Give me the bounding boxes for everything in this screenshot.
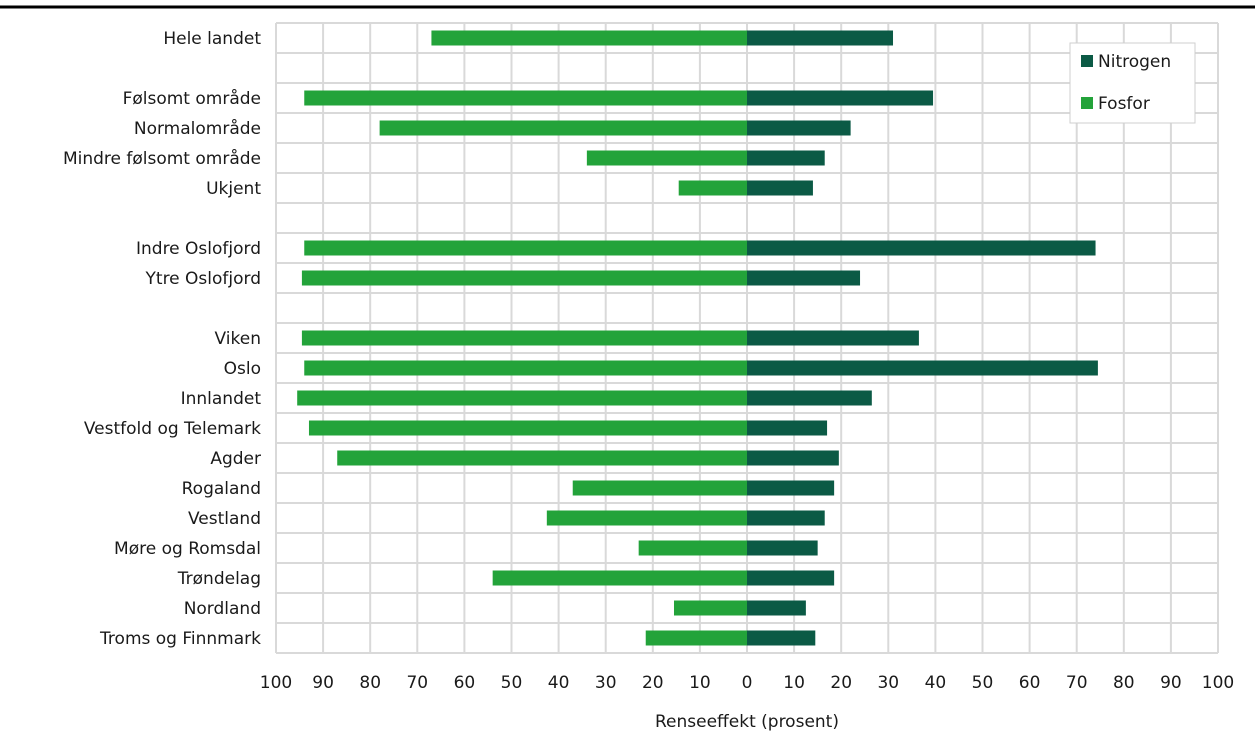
category-label: Ytre Oslofjord: [145, 269, 261, 289]
x-tick-label: 60: [454, 673, 476, 693]
x-tick-label: 0: [742, 673, 753, 693]
x-tick-label: 100: [1202, 673, 1234, 693]
x-tick-label: 10: [783, 673, 805, 693]
fosfor-bar: [379, 120, 747, 136]
category-label: Rogaland: [182, 479, 261, 499]
category-label: Vestland: [188, 509, 261, 529]
category-label: Vestfold og Telemark: [84, 419, 261, 439]
category-label: Følsomt område: [123, 88, 261, 109]
fosfor-bar: [638, 540, 747, 556]
x-tick-label: 40: [925, 673, 947, 693]
x-tick-label: 100: [260, 673, 292, 693]
nitrogen-bar: [747, 540, 818, 556]
fosfor-bar: [586, 150, 747, 166]
fosfor-bar: [546, 510, 747, 526]
category-label: Troms og Finnmark: [99, 629, 261, 649]
legend-label-fosfor: Fosfor: [1098, 94, 1150, 114]
nitrogen-bar: [747, 570, 835, 586]
x-tick-label: 70: [406, 673, 428, 693]
x-tick-label: 50: [972, 673, 994, 693]
nitrogen-bar: [747, 270, 861, 286]
x-tick-label: 20: [830, 673, 852, 693]
fosfor-bar: [304, 360, 747, 376]
fosfor-bar: [678, 180, 747, 196]
nitrogen-bar: [747, 180, 813, 196]
category-label: Hele landet: [163, 29, 261, 49]
x-tick-label: 30: [877, 673, 899, 693]
nitrogen-bar: [747, 450, 839, 466]
x-tick-label: 10: [689, 673, 711, 693]
category-labels: Hele landet Følsomt område Normalområde Min…: [63, 29, 261, 649]
x-tick-label: 60: [1019, 673, 1041, 693]
x-tick-labels: 100 90 80 70 60 50 40 30 20 10 0 10 20 30 40 50 60 70 80 90…: [260, 673, 1234, 693]
legend-label-nitrogen: Nitrogen: [1098, 52, 1171, 72]
legend-swatch-nitrogen: [1081, 55, 1093, 67]
category-label: Viken: [215, 329, 261, 349]
x-tick-label: 80: [1113, 673, 1135, 693]
x-tick-label: 80: [359, 673, 381, 693]
x-tick-label: 90: [312, 673, 334, 693]
nitrogen-bar: [747, 420, 828, 436]
fosfor-bar: [431, 30, 747, 46]
x-tick-label: 40: [548, 673, 570, 693]
category-label: Oslo: [224, 359, 261, 379]
x-tick-label: 90: [1160, 673, 1182, 693]
x-tick-label: 30: [595, 673, 617, 693]
nitrogen-bar: [747, 510, 825, 526]
category-label: Mindre følsomt område: [63, 148, 261, 169]
category-label: Nordland: [184, 599, 261, 619]
x-axis-title: Renseeffekt (prosent): [655, 712, 839, 732]
category-label: Innlandet: [181, 389, 262, 409]
fosfor-bar: [304, 240, 747, 256]
nitrogen-bar: [747, 150, 825, 166]
fosfor-bar: [297, 390, 747, 406]
nitrogen-bar: [747, 360, 1098, 376]
fosfor-bar: [572, 480, 747, 496]
fosfor-bar: [337, 450, 747, 466]
fosfor-bar: [301, 270, 747, 286]
nitrogen-bar: [747, 480, 835, 496]
category-label: Indre Oslofjord: [136, 239, 261, 259]
category-label: Trøndelag: [177, 569, 261, 589]
nitrogen-bar: [747, 90, 934, 106]
nitrogen-bar: [747, 630, 816, 646]
nitrogen-bar: [747, 330, 919, 346]
fosfor-bar: [673, 600, 747, 616]
category-label: Agder: [210, 449, 261, 469]
nitrogen-bar: [747, 390, 872, 406]
x-tick-label: 20: [642, 673, 664, 693]
legend: Nitrogen Fosfor: [1069, 42, 1196, 124]
legend-swatch-fosfor: [1081, 97, 1093, 109]
nitrogen-bar: [747, 30, 894, 46]
x-tick-label: 70: [1066, 673, 1088, 693]
nitrogen-bar: [747, 600, 806, 616]
fosfor-bar: [308, 420, 747, 436]
fosfor-bar: [304, 90, 747, 106]
category-label: Ukjent: [206, 179, 261, 199]
bars: [297, 30, 1098, 646]
nitrogen-bar: [747, 240, 1096, 256]
nitrogen-bar: [747, 120, 851, 136]
category-label: Normalområde: [134, 118, 261, 139]
category-label: Møre og Romsdal: [114, 539, 261, 559]
fosfor-bar: [301, 330, 747, 346]
fosfor-bar: [492, 570, 747, 586]
x-tick-label: 50: [501, 673, 523, 693]
fosfor-bar: [645, 630, 747, 646]
